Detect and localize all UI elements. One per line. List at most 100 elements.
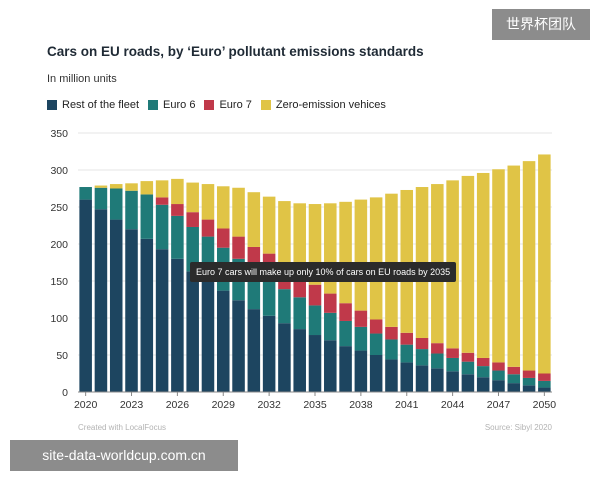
bar-segment [278, 289, 291, 324]
bar-segment [171, 215, 184, 259]
bar-segment [446, 371, 459, 392]
x-tick-label: 2035 [303, 399, 327, 411]
bar-segment [308, 305, 322, 336]
legend-label-euro7: Euro 7 [219, 99, 252, 111]
bar-segment [431, 368, 444, 392]
legend-label-euro6: Euro 6 [163, 99, 196, 111]
bar-segment [385, 326, 398, 340]
bar-segment [538, 387, 551, 392]
bar-segment [339, 346, 352, 392]
bar-segment [140, 194, 154, 239]
bar-segment [278, 323, 291, 392]
legend-label-zero-emission: Zero-emission vehices [275, 99, 386, 111]
bar-segment [232, 187, 245, 237]
bar-segment [476, 357, 490, 367]
bar-segment [186, 182, 199, 213]
bar-segment [369, 319, 383, 334]
bar-segment [385, 339, 398, 360]
bar-segment [216, 228, 230, 248]
bar-segment [476, 172, 490, 358]
bar-segment [354, 326, 368, 351]
bar-segment [476, 366, 490, 378]
bar-segment [79, 199, 92, 392]
legend-item-zero-emission: Zero-emission vehices [260, 99, 386, 111]
bar-segment [522, 370, 536, 378]
x-tick-label: 2029 [212, 399, 236, 411]
bar-segment [155, 197, 169, 205]
bar-segment [522, 161, 536, 371]
bar-segment [324, 312, 337, 341]
bar-segment [171, 178, 184, 205]
x-tick-label: 2038 [349, 399, 373, 411]
bar-segment [94, 187, 108, 210]
bar-segment [94, 185, 108, 188]
bar-segment [293, 329, 306, 392]
bar-segment [247, 192, 261, 247]
bar-segment [461, 374, 475, 392]
y-tick-label: 0 [62, 387, 68, 399]
bar-segment [369, 197, 383, 320]
bar-segment [79, 187, 92, 200]
y-tick-label: 250 [50, 202, 68, 214]
bar-segment [247, 309, 261, 392]
legend-swatch-zero-emission [260, 100, 271, 110]
bar-segment [125, 190, 138, 230]
bar-segment [262, 278, 276, 316]
bar-segment [171, 204, 184, 216]
bar-segment [155, 249, 169, 392]
y-tick-label: 100 [50, 313, 68, 325]
bar-segment [400, 362, 414, 392]
bar-segment [415, 365, 429, 392]
legend-item-euro6: Euro 6 [148, 99, 195, 111]
x-tick-label: 2041 [395, 399, 419, 411]
bar-segment [522, 377, 536, 386]
bar-segment [431, 343, 444, 354]
watermark-bottom: site-data-worldcup.com.cn [10, 440, 238, 471]
x-tick-label: 2023 [120, 399, 144, 411]
bar-segment [492, 169, 505, 363]
chart-title: Cars on EU roads, by ‘Euro’ pollutant em… [47, 44, 424, 59]
bar-segment [186, 226, 199, 272]
bar-segment [507, 383, 521, 392]
bar-segment [339, 201, 352, 304]
bar-segment [155, 180, 169, 198]
bar-segment [201, 184, 215, 220]
bar-segment [400, 344, 414, 363]
bar-segment [186, 271, 199, 392]
bar-segment [201, 219, 215, 237]
y-tick-label: 200 [50, 239, 68, 251]
bar-segment [109, 184, 123, 189]
bar-segment [262, 315, 276, 392]
bar-segment [339, 320, 352, 347]
bar-segment [415, 337, 429, 350]
bar-segment [400, 189, 414, 333]
bar-segment [476, 377, 490, 392]
bar-segment [293, 203, 306, 275]
chart-subtitle: In million units [47, 73, 117, 85]
bar-segment [324, 293, 337, 313]
bar-segment [538, 373, 551, 381]
bar-segment [492, 380, 505, 392]
x-tick-label: 2026 [166, 399, 190, 411]
bar-segment [109, 188, 123, 220]
bar-segment [507, 374, 521, 384]
bar-segment [354, 310, 368, 327]
bar-segment [446, 357, 459, 372]
bar-segment [446, 348, 459, 358]
chart-legend: Rest of the fleet Euro 6 Euro 7 Zero-emi… [47, 99, 386, 111]
y-tick-label: 50 [56, 350, 68, 362]
legend-swatch-rest [47, 100, 57, 110]
x-tick-label: 2047 [487, 399, 511, 411]
bar-segment [155, 204, 169, 250]
bar-segment [522, 385, 536, 392]
y-tick-label: 350 [50, 128, 68, 140]
bar-segment [308, 284, 322, 306]
bar-segment [461, 361, 475, 375]
bar-segment [507, 165, 521, 367]
bar-segment [125, 183, 138, 191]
legend-item-euro7: Euro 7 [204, 99, 252, 111]
bar-segment [232, 300, 245, 392]
legend-item-rest: Rest of the fleet [47, 99, 139, 111]
bar-segment [354, 199, 368, 311]
